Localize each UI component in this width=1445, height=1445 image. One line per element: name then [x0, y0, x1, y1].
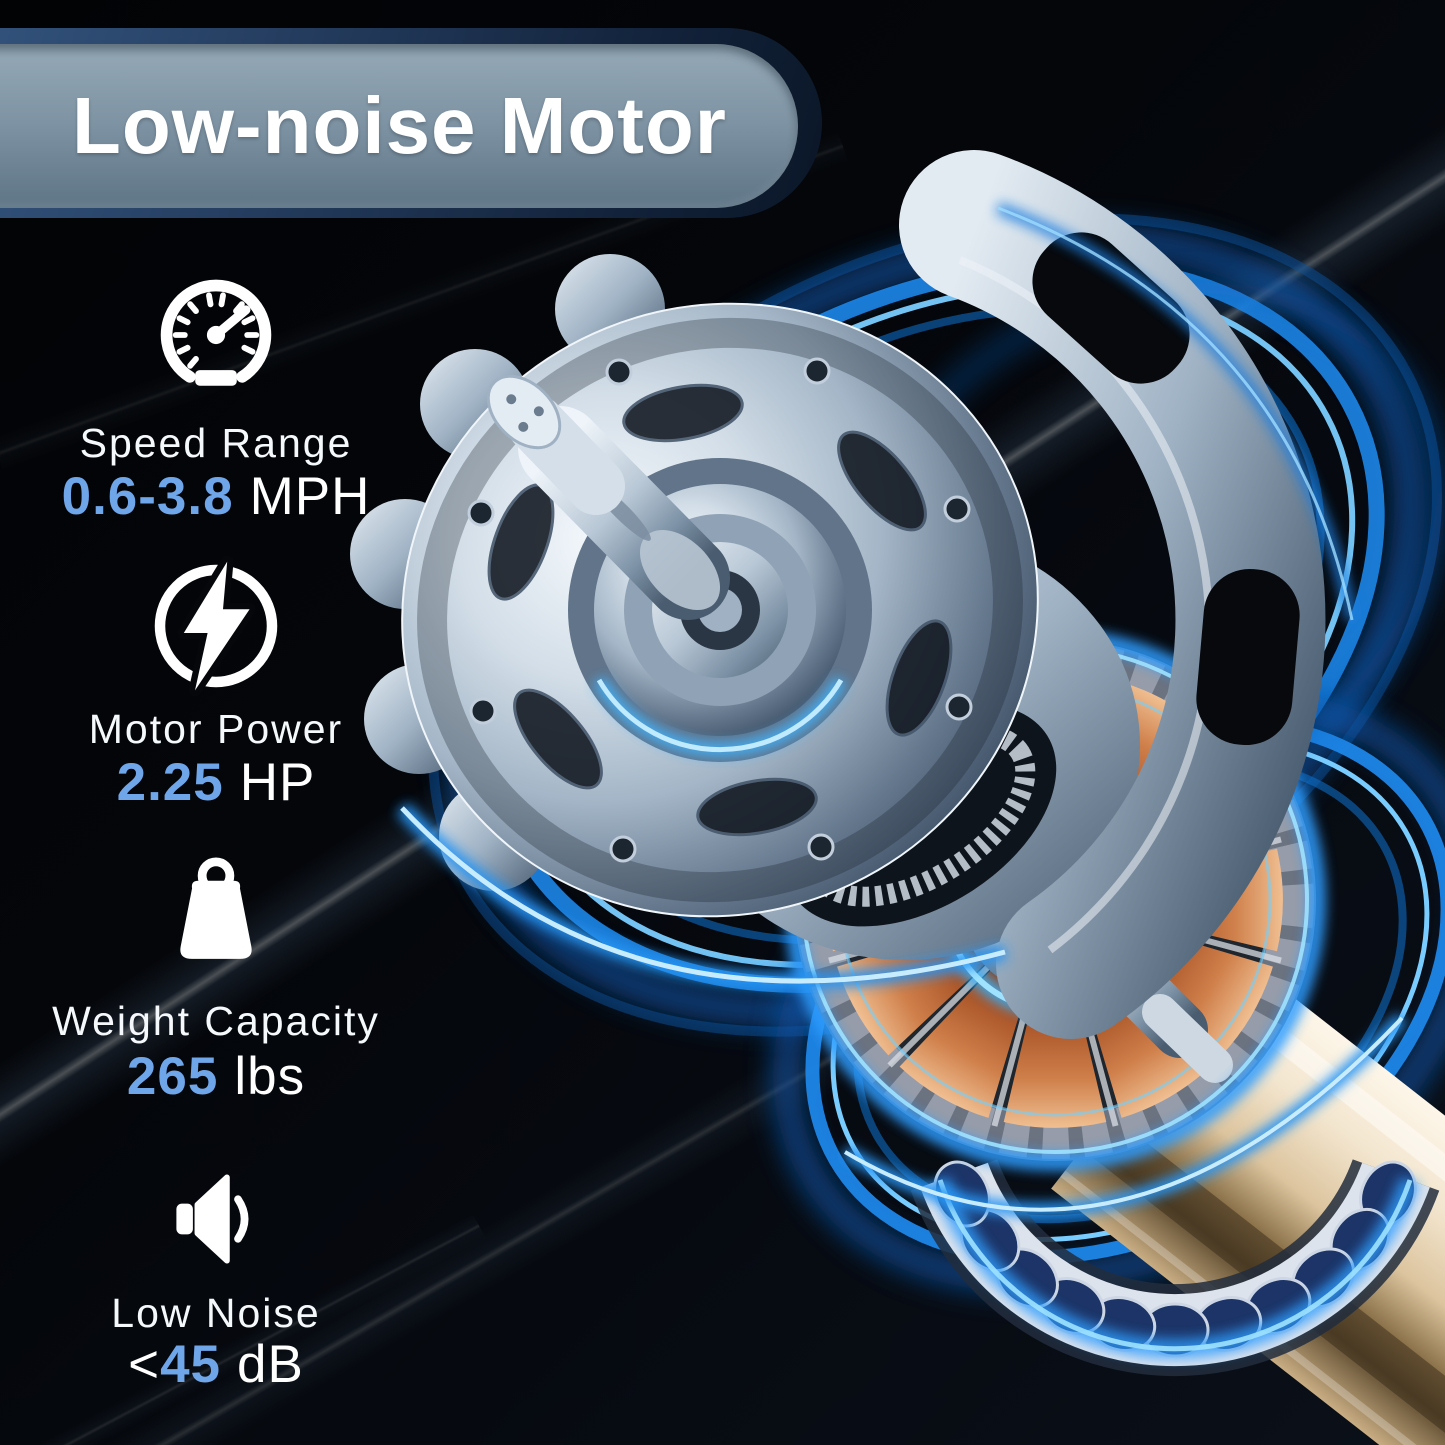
banner-pill: Low-noise Motor — [0, 44, 798, 208]
motor-shaft — [486, 374, 730, 620]
spec-value: 2.25 HP — [116, 753, 316, 812]
spec-label: Weight Capacity — [52, 998, 380, 1044]
spec-label: Speed Range — [79, 420, 353, 466]
spec-value: 265 lbs — [126, 1047, 306, 1106]
energy-swirls-front — [396, 202, 1408, 1217]
speedometer-icon — [160, 279, 272, 386]
spec-item-low-noise — [0, 1164, 432, 1274]
bearing-ring — [910, 1158, 1440, 1377]
weight-icon — [180, 857, 252, 959]
spec-value: 0.6-3.8 MPH — [61, 467, 371, 526]
spec-label: Low Noise — [111, 1290, 321, 1336]
spec-list: Speed Range 0.6-3.8 MPH Motor Power 2.25 H… — [0, 0, 432, 1445]
spec-item-motor-power — [0, 556, 432, 696]
lightning-icon — [154, 556, 278, 696]
spec-item-weight-capacity — [0, 848, 432, 974]
spec-item-speed-range — [0, 270, 432, 400]
banner-title: Low-noise Motor — [72, 81, 727, 170]
spec-label: Motor Power — [88, 706, 344, 752]
spec-value: <45 dB — [128, 1335, 304, 1394]
motor-flange — [350, 254, 1039, 918]
speaker-icon — [176, 1174, 249, 1264]
